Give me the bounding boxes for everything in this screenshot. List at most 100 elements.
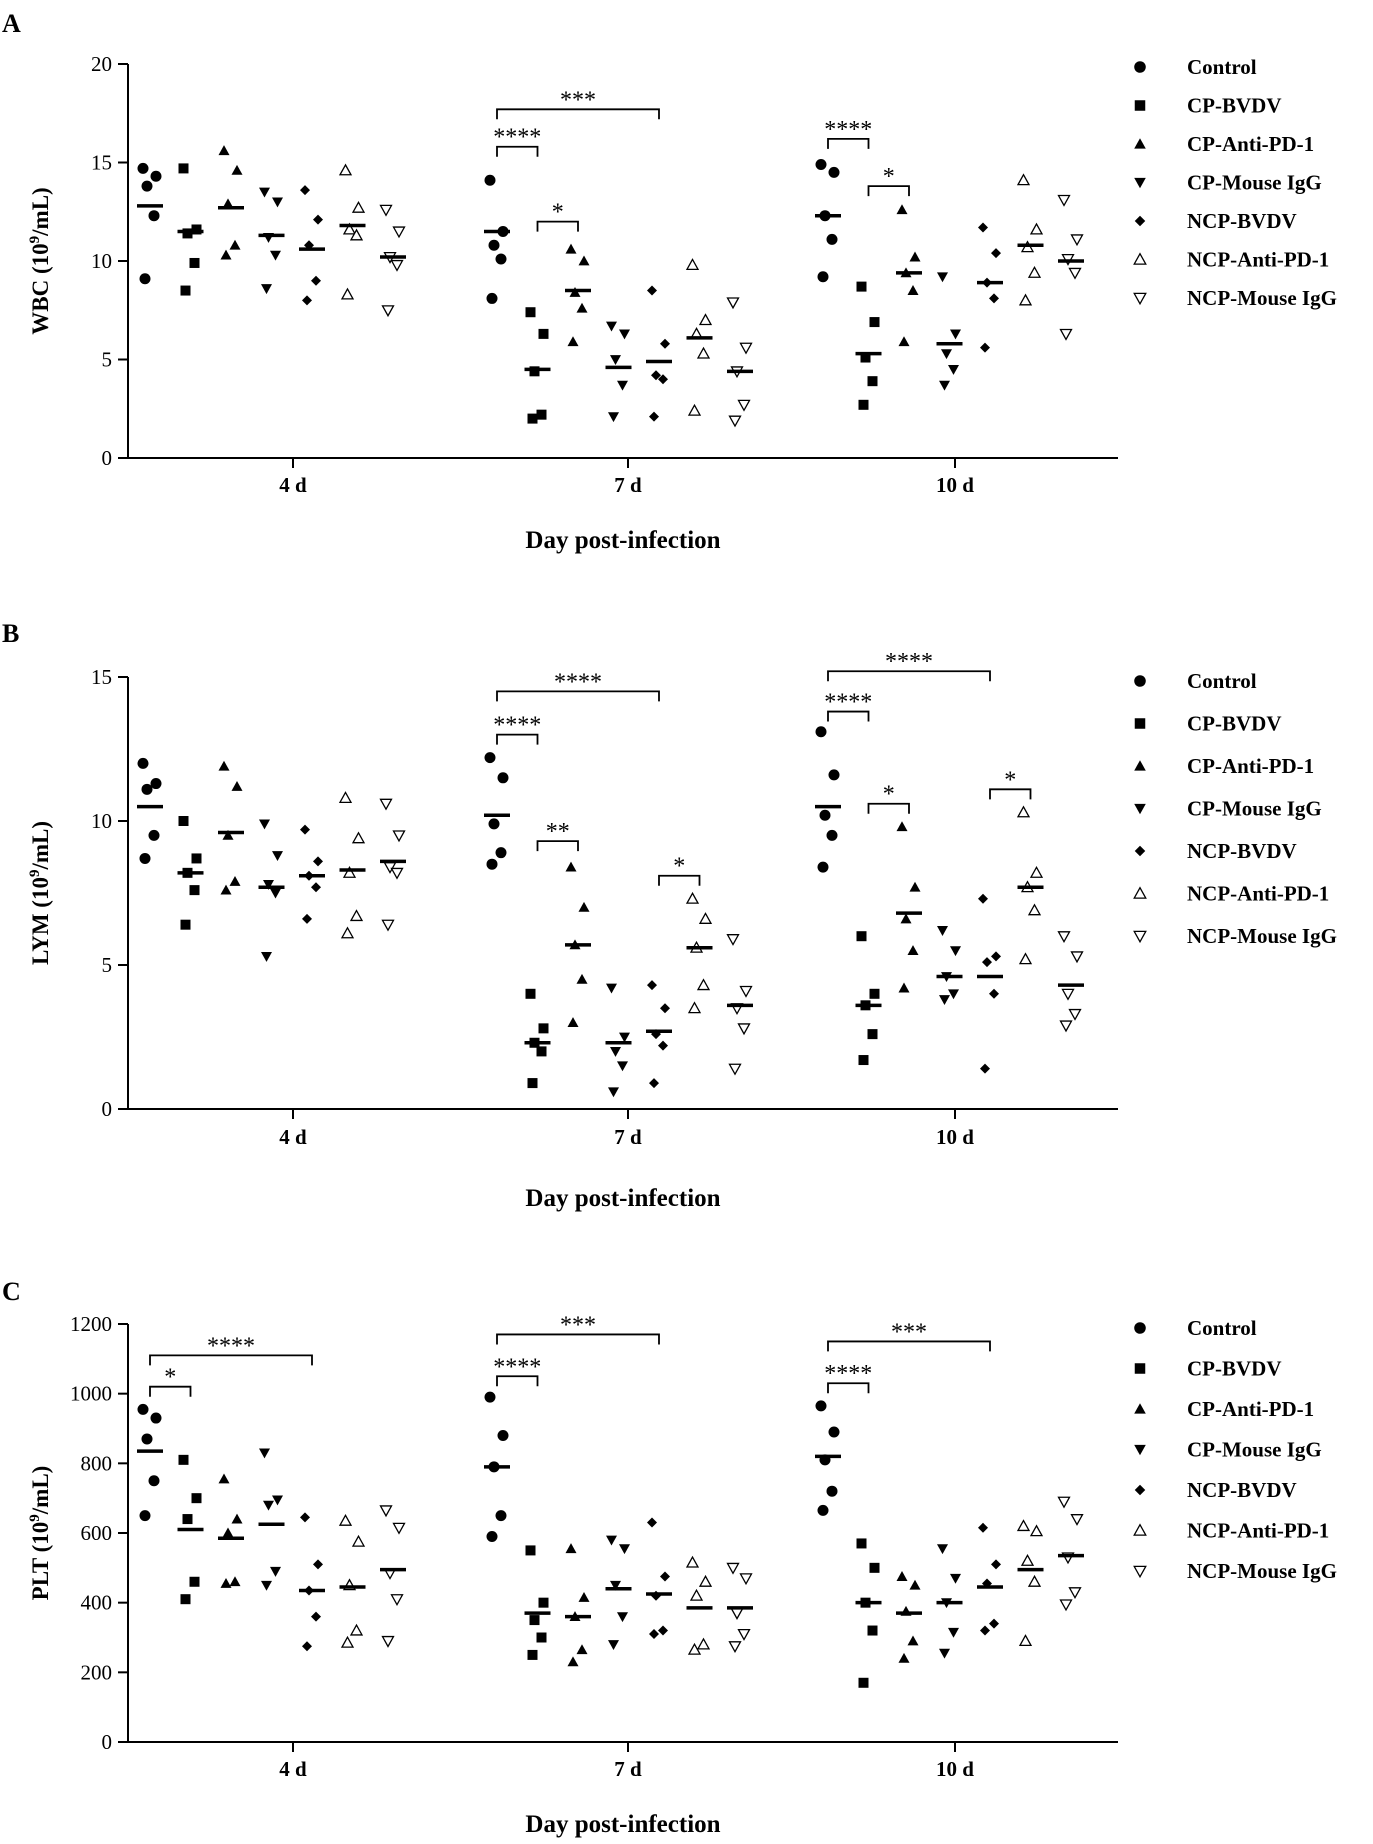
data-point: [867, 1029, 878, 1040]
legend-label-ncp-mouse-igg: NCP-Mouse IgG: [1187, 286, 1337, 310]
legend-label-ncp-bvdv: NCP-BVDV: [1187, 839, 1297, 863]
series-ncp-bvdv: [299, 1512, 1003, 1652]
x-axis-label: Day post-infection: [525, 1811, 720, 1838]
data-point: [351, 1534, 366, 1547]
series-ncp-mouse-igg: [379, 1496, 1084, 1654]
data-point: [263, 1500, 274, 1511]
series-control: [137, 158, 841, 304]
significance-bracket: [827, 1340, 991, 1352]
data-point: [817, 861, 829, 873]
legend-label-control: Control: [1187, 1316, 1257, 1340]
series-ncp-anti-pd-1: [338, 163, 1044, 416]
data-point: [148, 210, 160, 222]
data-point: [139, 273, 151, 285]
data-point: [980, 1063, 990, 1074]
data-point: [617, 380, 628, 391]
data-point: [340, 1635, 355, 1648]
data-point: [728, 1063, 742, 1076]
significance-bracket: [149, 1354, 313, 1366]
data-point: [1070, 234, 1084, 247]
series-ncp-bvdv: [299, 824, 1003, 1089]
data-point: [565, 861, 577, 872]
legend-marker-ncp-anti-pd-1: [1133, 1523, 1147, 1536]
significance-label: *: [164, 1365, 176, 1391]
significance-label: ****: [493, 713, 541, 739]
data-point: [272, 851, 283, 862]
data-point: [726, 934, 740, 946]
data-point: [220, 249, 232, 260]
data-point: [1057, 1496, 1071, 1509]
series-ncp-anti-pd-1: [338, 1513, 1044, 1655]
data-point: [608, 412, 619, 423]
data-point: [826, 1485, 838, 1497]
x-tick-label: 10 d: [936, 1757, 974, 1781]
data-point: [619, 329, 630, 340]
data-point: [907, 1635, 919, 1646]
data-point: [1029, 866, 1044, 878]
data-point: [381, 305, 395, 318]
data-point: [565, 243, 577, 254]
significance-bracket: [658, 874, 701, 886]
legend-marker-cp-mouse-igg: [1134, 177, 1146, 189]
data-point: [948, 364, 959, 375]
significance-label: ****: [493, 125, 541, 151]
data-point: [939, 380, 950, 391]
data-point: [817, 271, 829, 283]
y-tick-label: 20: [91, 52, 112, 76]
significance-bracket: [989, 788, 1032, 800]
series-cp-anti-pd-1: [218, 1473, 922, 1667]
y-tick-label: 5: [102, 953, 113, 977]
data-point: [576, 973, 588, 984]
data-point: [1018, 1634, 1033, 1647]
data-point: [342, 866, 357, 878]
data-point: [529, 366, 540, 377]
data-point: [698, 1574, 713, 1587]
series-cp-anti-pd-1: [218, 145, 922, 347]
series-cp-anti-pd-1: [218, 760, 922, 1027]
data-point: [1027, 903, 1042, 916]
data-point: [191, 1493, 202, 1504]
data-point: [1029, 222, 1044, 235]
legend-marker-cp-bvdv: [1134, 718, 1146, 729]
data-point: [259, 187, 270, 198]
data-point: [148, 1475, 160, 1487]
legend-marker-ncp-bvdv: [1134, 215, 1146, 227]
data-point: [739, 985, 753, 998]
legend: Control CP-BVDV CP-Anti-PD-1 CP-Mouse IgG NC…: [1133, 669, 1337, 948]
data-point: [610, 1580, 621, 1591]
data-point: [1018, 952, 1033, 965]
data-point: [392, 830, 406, 843]
data-point: [989, 1618, 999, 1629]
data-point: [484, 174, 496, 186]
data-point: [1059, 1599, 1073, 1612]
significance-bracket: [827, 1382, 870, 1394]
legend-label-cp-anti-pd-1: CP-Anti-PD-1: [1187, 754, 1314, 778]
data-point: [658, 374, 668, 385]
legend-label-ncp-mouse-igg: NCP-Mouse IgG: [1187, 924, 1337, 948]
data-point: [379, 204, 393, 217]
y-tick-label: 200: [81, 1660, 113, 1684]
data-point: [991, 951, 1001, 962]
data-point: [649, 1078, 659, 1089]
data-point: [340, 926, 355, 939]
data-point: [338, 1513, 353, 1526]
data-point: [351, 200, 366, 213]
data-point: [302, 295, 312, 306]
data-point: [730, 1608, 744, 1620]
data-point: [726, 297, 740, 310]
x-tick-label: 4 d: [279, 473, 307, 497]
data-point: [649, 411, 659, 422]
data-point: [828, 769, 840, 781]
significance-label: ****: [554, 669, 602, 695]
data-point: [867, 1625, 878, 1636]
data-point: [488, 818, 500, 830]
data-point: [488, 239, 500, 251]
significance-bracket: [496, 108, 660, 120]
data-point: [340, 287, 355, 300]
data-point: [869, 1562, 880, 1573]
data-point: [379, 798, 393, 811]
data-point: [578, 1591, 590, 1602]
series-control: [137, 726, 841, 873]
panel-label: A: [2, 9, 21, 38]
